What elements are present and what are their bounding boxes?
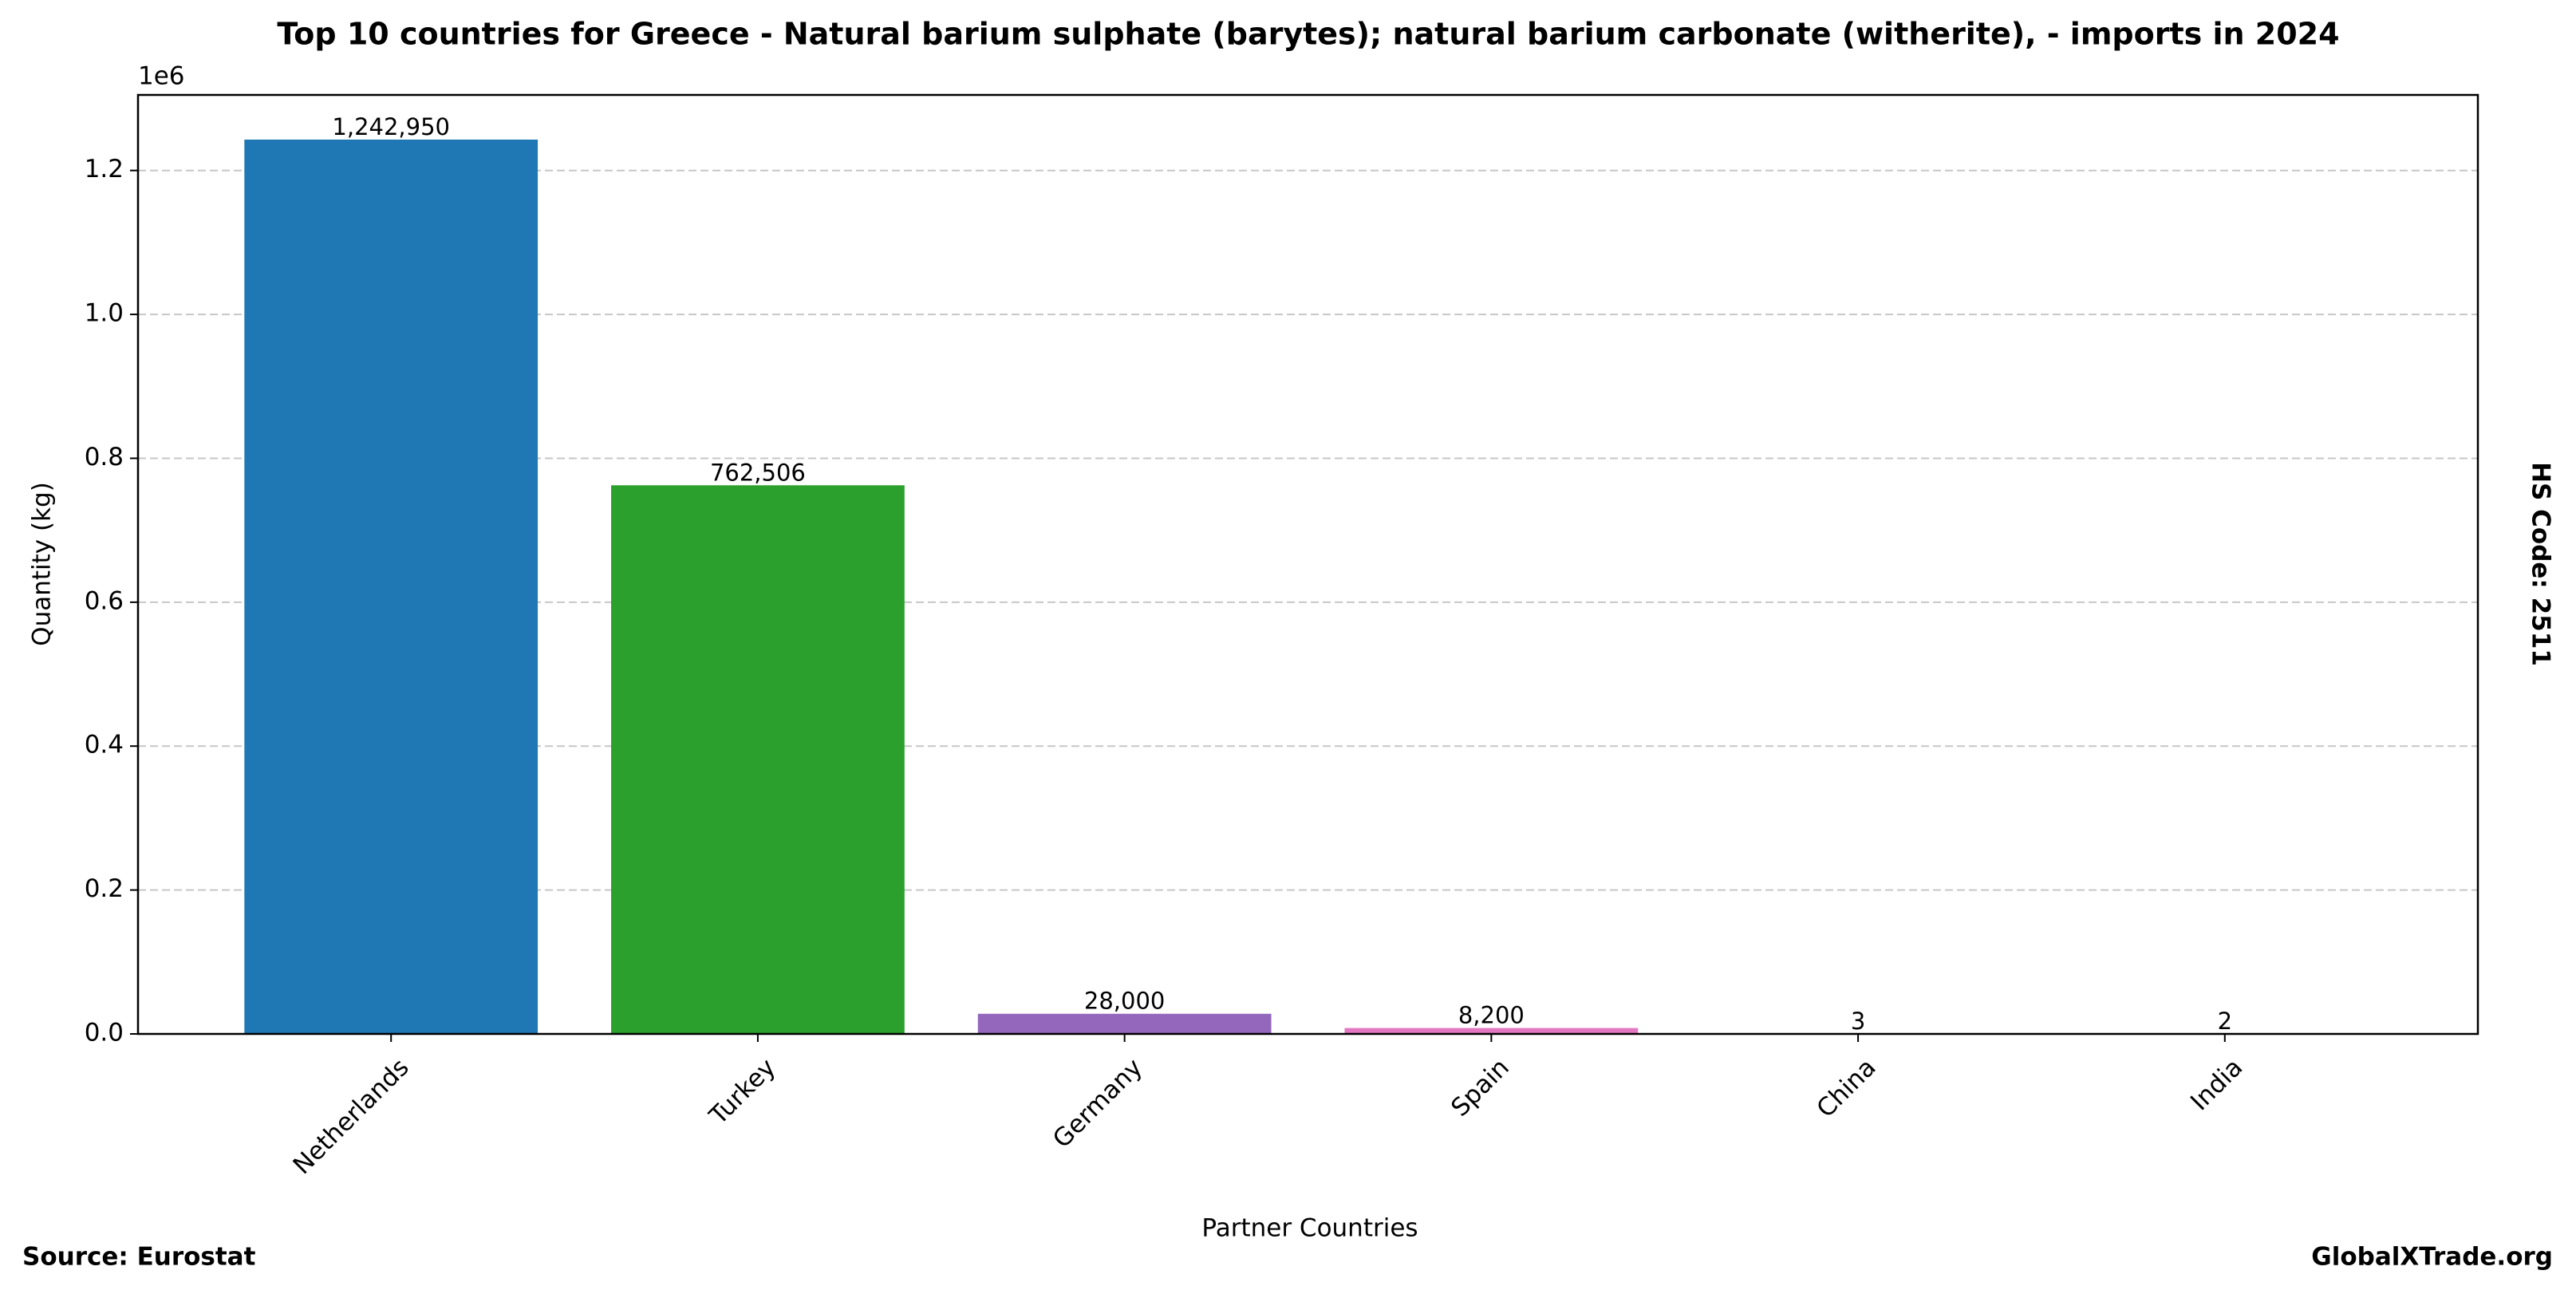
- bar: [1344, 1028, 1639, 1034]
- data-label: 762,506: [710, 459, 806, 486]
- y-tick-label: 0.8: [85, 443, 124, 471]
- bar: [977, 1013, 1272, 1034]
- y-axis-label: Quantity (kg): [28, 482, 57, 646]
- data-label: 1,242,950: [332, 113, 450, 140]
- side-label: HS Code: 2511: [2527, 462, 2555, 666]
- y-tick-label: 1.0: [85, 299, 124, 328]
- y-tick-label: 1.2: [85, 155, 124, 183]
- y-tick-label: 0.4: [85, 731, 124, 759]
- data-label: 2: [2218, 1008, 2232, 1035]
- data-label: 28,000: [1084, 988, 1165, 1015]
- data-label: 8,200: [1458, 1002, 1525, 1029]
- y-tick-label: 0.6: [85, 586, 124, 615]
- brand-label: GlobalXTrade.org: [2311, 1243, 2553, 1272]
- plot-frame: [136, 93, 2479, 1036]
- source-label: Source: Eurostat: [22, 1243, 256, 1272]
- data-label: 3: [1851, 1008, 1865, 1035]
- bar: [244, 139, 538, 1034]
- x-axis-label: Partner Countries: [1201, 1214, 1418, 1243]
- bar: [611, 485, 905, 1034]
- y-tick-label: 0.0: [85, 1019, 124, 1047]
- y-tick-label: 0.2: [85, 874, 124, 903]
- chart-title: Top 10 countries for Greece - Natural ba…: [277, 17, 2339, 52]
- y-offset-label: 1e6: [138, 62, 185, 91]
